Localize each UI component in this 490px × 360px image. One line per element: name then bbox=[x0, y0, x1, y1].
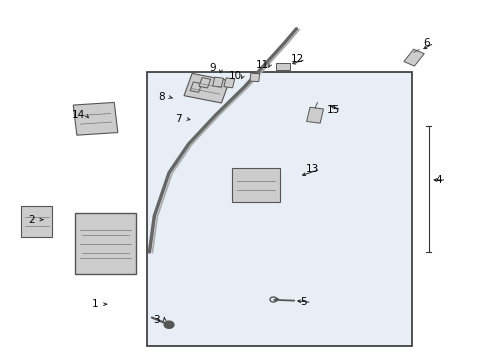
Bar bbox=[190, 82, 202, 92]
FancyBboxPatch shape bbox=[232, 168, 280, 202]
Text: 15: 15 bbox=[326, 105, 340, 115]
Text: 9: 9 bbox=[210, 63, 217, 73]
Bar bbox=[224, 78, 235, 88]
Bar bbox=[147, 72, 412, 346]
Bar bbox=[404, 49, 424, 66]
Circle shape bbox=[164, 321, 174, 328]
Bar bbox=[199, 78, 211, 88]
Text: 12: 12 bbox=[291, 54, 305, 64]
FancyBboxPatch shape bbox=[75, 213, 136, 274]
Bar bbox=[307, 107, 323, 123]
Text: 8: 8 bbox=[158, 92, 165, 102]
Text: 1: 1 bbox=[92, 299, 99, 309]
Text: 3: 3 bbox=[153, 315, 160, 325]
Bar bbox=[250, 73, 260, 82]
Text: 14: 14 bbox=[72, 110, 85, 120]
Text: 5: 5 bbox=[300, 297, 307, 307]
FancyBboxPatch shape bbox=[21, 206, 52, 237]
FancyBboxPatch shape bbox=[73, 102, 118, 135]
Text: 6: 6 bbox=[423, 38, 430, 48]
FancyBboxPatch shape bbox=[184, 73, 229, 103]
Text: 7: 7 bbox=[175, 114, 182, 124]
Text: 10: 10 bbox=[229, 71, 242, 81]
Text: 4: 4 bbox=[435, 175, 442, 185]
Text: 11: 11 bbox=[255, 60, 269, 70]
Text: 2: 2 bbox=[28, 215, 35, 225]
Bar bbox=[213, 77, 223, 87]
Text: 13: 13 bbox=[306, 164, 319, 174]
Circle shape bbox=[275, 298, 278, 301]
Bar bbox=[276, 63, 290, 70]
